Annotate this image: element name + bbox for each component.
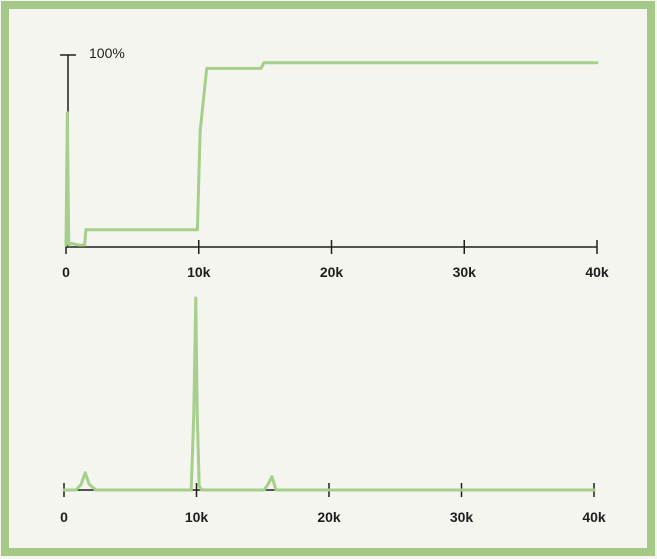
top-x-ticks: 0 10k 20k 30k 40k xyxy=(62,240,609,280)
bottom-x-tick-label: 10k xyxy=(185,509,209,525)
top-x-tick-label: 40k xyxy=(585,264,609,280)
top-x-tick-label: 20k xyxy=(320,264,344,280)
bottom-x-tick-label: 30k xyxy=(450,509,474,525)
top-y-max-label: 100% xyxy=(89,45,125,61)
top-x-tick-label: 0 xyxy=(62,264,70,280)
bottom-series-line xyxy=(62,296,596,492)
bottom-x-tick-label: 40k xyxy=(582,509,606,525)
bottom-chart-panel: 0 10k 20k 30k 40k xyxy=(60,296,606,525)
top-x-tick-label: 30k xyxy=(453,264,477,280)
bottom-series xyxy=(62,296,596,492)
top-chart-panel: 100% 0 10k 20k 30k 40k xyxy=(60,45,609,280)
bottom-x-tick-label: 0 xyxy=(60,509,68,525)
bottom-x-tick-label: 20k xyxy=(317,509,341,525)
top-x-tick-label: 10k xyxy=(187,264,211,280)
top-series xyxy=(64,61,599,247)
top-series-line xyxy=(64,61,599,247)
bottom-x-ticks: 0 10k 20k 30k 40k xyxy=(60,483,606,525)
